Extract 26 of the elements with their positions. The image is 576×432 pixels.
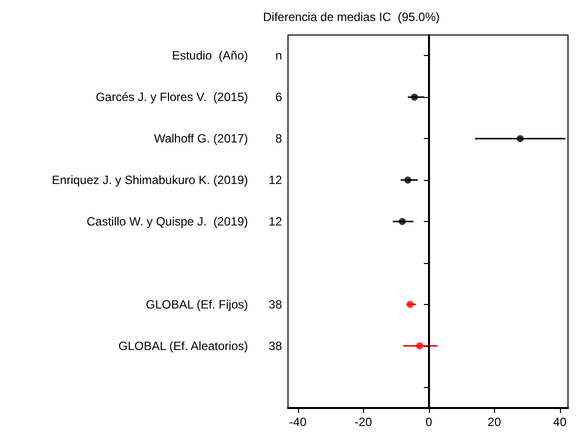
- point: [398, 218, 406, 225]
- y-tick-label: Castillo W. y Quispe J. (2019): [86, 214, 248, 228]
- y2-tick-label: n: [275, 48, 282, 63]
- y-tick-label: Enriquez J. y Shimabukuro K. (2019): [52, 173, 248, 188]
- x-tick-label: 20: [488, 415, 502, 429]
- point: [416, 342, 424, 350]
- point: [410, 94, 418, 101]
- y-tick-label: GLOBAL (Ef. Aleatorios): [118, 338, 248, 353]
- point: [516, 135, 524, 142]
- x-tick-label: -20: [354, 415, 372, 429]
- x-tick-label: 40: [553, 415, 567, 429]
- x-tick-label: 0: [425, 415, 432, 429]
- y2-tick-label: 6: [275, 90, 282, 104]
- y2-tick-label: 12: [268, 214, 282, 228]
- y-tick-label: Walhoff G. (2017): [154, 132, 248, 146]
- point: [406, 300, 414, 308]
- y2-tick-label: 12: [268, 173, 282, 188]
- y2-tick-label: 38: [268, 338, 282, 353]
- y-tick-label: Garcés J. y Flores V. (2015): [96, 90, 248, 104]
- x-tick-label: -40: [289, 415, 307, 429]
- y2-tick-label: 8: [275, 132, 282, 146]
- y2-tick-label: 38: [268, 297, 282, 312]
- y-tick-label: GLOBAL (Ef. Fijos): [146, 297, 248, 312]
- point: [404, 176, 412, 184]
- chart-title: Diferencia de medias IC (95.0%): [263, 10, 440, 24]
- y-tick-label: Estudio (Año): [172, 48, 248, 63]
